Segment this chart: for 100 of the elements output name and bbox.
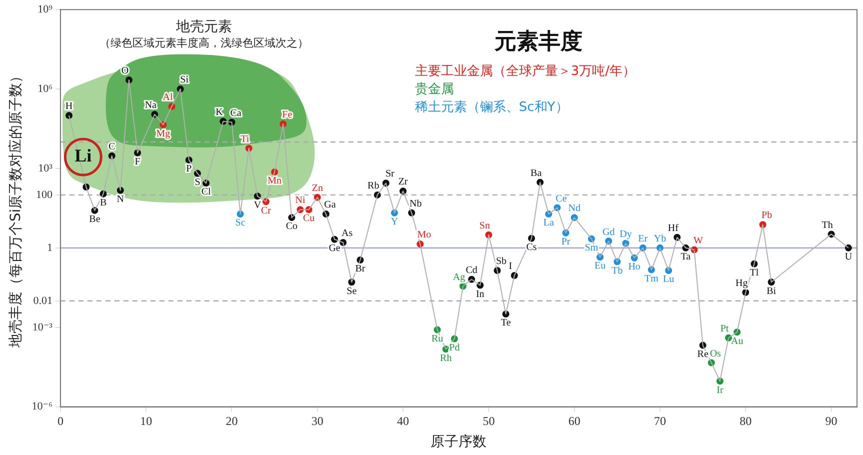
annotation: Sb — [496, 256, 507, 268]
annotation: Ge — [328, 243, 341, 254]
annotation: Rb — [368, 180, 380, 192]
annotation: Cd — [466, 264, 478, 276]
annotation: Co — [286, 221, 298, 232]
annotation: Ce — [556, 193, 568, 204]
annotation: Ti — [240, 134, 250, 145]
annotation: Ir — [716, 384, 724, 396]
annotation: Te — [500, 318, 512, 329]
annotation: Ho — [628, 262, 640, 273]
annotation: U — [844, 252, 853, 263]
annotation: Gd — [602, 226, 615, 238]
annotation: V — [254, 200, 262, 211]
annotation: Rh — [440, 352, 452, 364]
x-tick-label: 30 — [311, 414, 324, 428]
annotation: Ru — [431, 333, 444, 344]
text: 贵金属 — [414, 82, 454, 97]
annotation: Na — [144, 100, 158, 112]
annotation: As — [342, 228, 353, 240]
annotation: F — [134, 156, 141, 168]
annotation: Cs — [526, 242, 537, 253]
annotation: Hg — [736, 278, 748, 289]
annotation: W — [694, 235, 704, 246]
y-tick-label: 0.01 — [33, 294, 52, 307]
annotation: Sn — [479, 220, 490, 232]
annotation: Li — [74, 146, 92, 166]
y-tick-label: 100 — [36, 188, 53, 201]
annotation: Pt — [720, 324, 729, 335]
annotation: Pb — [762, 210, 772, 222]
annotation: Yb — [654, 234, 666, 245]
x-tick-label: 70 — [654, 414, 666, 428]
annotation: Sr — [385, 168, 396, 180]
annotation: Er — [638, 234, 648, 245]
y-tick-label: 10⁶ — [38, 82, 53, 95]
annotation: Se — [346, 286, 358, 297]
annotation: I — [508, 261, 512, 272]
annotation: Zr — [398, 176, 408, 188]
text: 元素丰度 — [493, 28, 582, 54]
annotation: In — [476, 288, 484, 300]
annotation: Os — [710, 348, 722, 360]
annotation: Mg — [156, 128, 170, 140]
annotation: Cr — [261, 205, 272, 216]
annotation: Br — [355, 264, 366, 275]
annotation: Sc — [235, 218, 246, 229]
annotation: Re — [697, 348, 709, 360]
annotation: 地壳元素 — [174, 19, 232, 36]
annotation: Mn — [268, 176, 282, 187]
annotation: Tb — [612, 265, 623, 276]
annotation: Eu — [594, 260, 606, 272]
x-tick-label: 0 — [57, 414, 64, 428]
annotation: Ta — [680, 252, 692, 263]
annotation: S — [194, 177, 200, 188]
annotation: C — [108, 141, 116, 152]
annotation: H — [65, 101, 73, 112]
annotation: Pd — [449, 342, 460, 354]
x-tick-label: 50 — [482, 414, 495, 428]
annotation: Nb — [409, 198, 422, 210]
annotation: Y — [390, 216, 398, 228]
annotation: Tm — [644, 273, 659, 284]
annotation: Mo — [417, 230, 432, 241]
annotation: Ba — [530, 168, 542, 179]
annotation: Tl — [750, 267, 759, 278]
annotation: Au — [730, 336, 744, 347]
text: 稀土元素（镧系、Sc和Y） — [414, 100, 568, 115]
y-tick-label: 10⁹ — [38, 3, 53, 16]
x-tick-label: 20 — [226, 414, 238, 428]
y-tick-label: 10⁻⁶ — [32, 400, 53, 413]
annotation: Sm — [584, 242, 598, 254]
y-tick-label: 10⁻³ — [32, 321, 54, 334]
annotation: Al — [162, 92, 174, 104]
point — [844, 244, 852, 252]
annotation: O — [121, 66, 129, 77]
y-tick-label: 10³ — [38, 162, 54, 174]
annotation: K — [216, 107, 224, 118]
annotation: Ga — [324, 200, 336, 211]
annotation: P — [186, 164, 192, 175]
x-tick-label: 90 — [825, 414, 838, 428]
annotation: Th — [822, 220, 833, 231]
annotation: Bi — [766, 286, 776, 297]
annotation: Ca — [230, 108, 242, 119]
annotation: Be — [89, 214, 101, 226]
annotation: Si — [180, 74, 189, 86]
annotation: La — [543, 218, 554, 229]
text: 主要工业金属（全球产量＞3万吨/年） — [414, 62, 636, 79]
annotation: Dy — [620, 228, 632, 240]
annotation: Lu — [663, 274, 674, 286]
annotation: （绿色区域元素丰度高，浅绿色区域次之） — [99, 36, 308, 50]
annotation: Ni — [295, 195, 306, 206]
annotation: Cu — [302, 213, 315, 224]
annotation: Nd — [568, 203, 580, 214]
x-tick-label: 10 — [140, 414, 152, 428]
annotation: Hf — [668, 223, 680, 234]
annotation: N — [116, 194, 124, 205]
x-tick-label: 80 — [740, 414, 752, 428]
annotation: Pr — [561, 236, 571, 248]
annotation: B — [100, 197, 107, 208]
annotation: Fe — [282, 110, 293, 121]
annotation: Cl — [201, 186, 211, 198]
annotation: Ag — [452, 272, 466, 283]
x-tick-label: 40 — [397, 414, 410, 428]
